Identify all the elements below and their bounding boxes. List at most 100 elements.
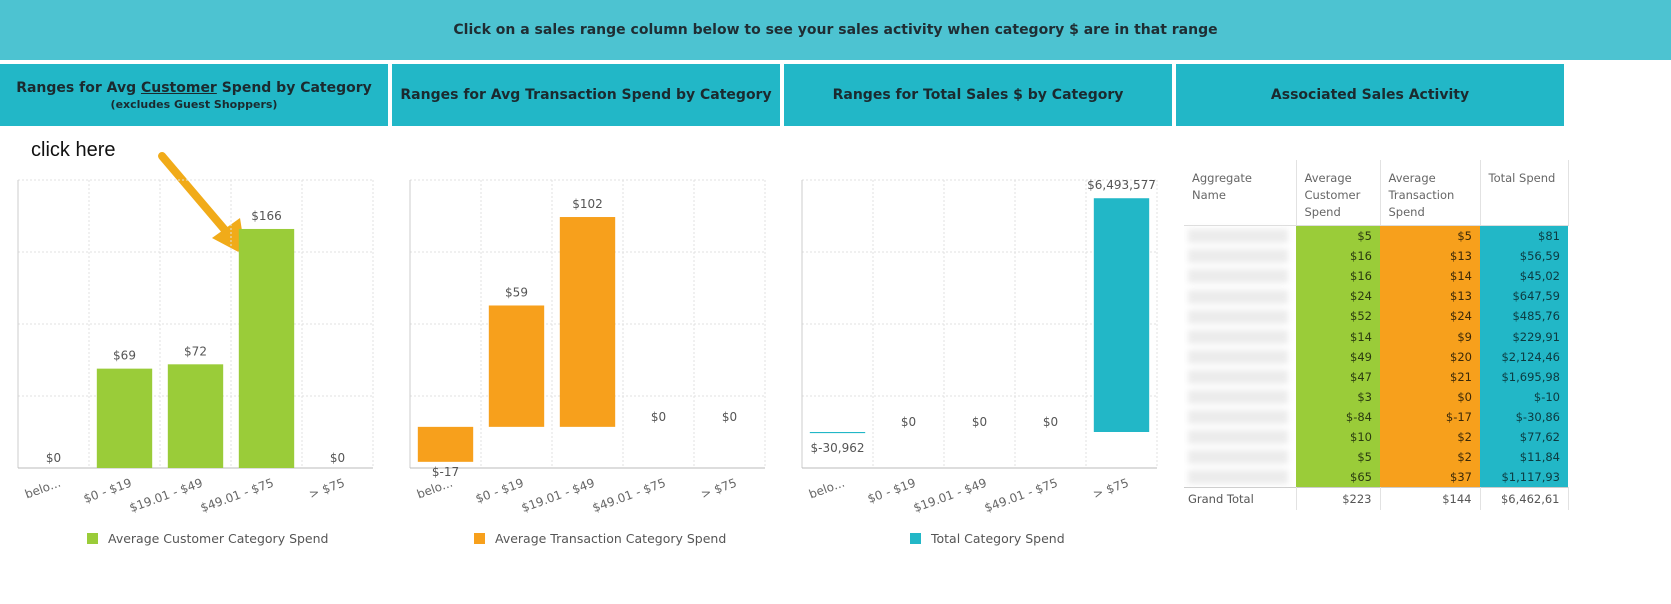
blurred-aggregate-name: [1184, 286, 1296, 306]
bar-data-label: $72: [184, 344, 207, 358]
bar-data-label: $0: [722, 410, 737, 424]
table-cell: $56,59: [1480, 246, 1568, 267]
table-cell: $21: [1380, 366, 1480, 387]
table-cell: $47: [1296, 366, 1380, 387]
table-cell: $5: [1380, 225, 1480, 247]
avg-customer-spend-chart[interactable]: $0 belo... $69 $0 - $19 $72 $19.01 - $49 $166 $…: [0, 165, 390, 530]
legend-transaction: Average Transaction Category Spend: [474, 531, 726, 546]
table-cell: $647,59: [1480, 286, 1568, 307]
bar-data-label: $166: [251, 209, 282, 223]
legend-label: Average Transaction Category Spend: [495, 531, 727, 546]
table-cell: $229,91: [1480, 326, 1568, 347]
table-row[interactable]: $16 $13 $56,59: [1184, 246, 1568, 267]
sales-table: Aggregate Name Average Customer Spend Av…: [1184, 160, 1569, 511]
x-tick-label: $49.01 - $75: [983, 476, 1060, 515]
bar[interactable]: [417, 426, 474, 462]
bar-data-label: $0: [651, 410, 666, 424]
table-cell: $14: [1380, 266, 1480, 287]
x-tick-label: $19.01 - $49: [912, 476, 989, 515]
bar[interactable]: [96, 368, 153, 468]
table-cell: $14: [1296, 326, 1380, 347]
bar[interactable]: [238, 228, 295, 468]
grand-total-cell: $223: [1296, 487, 1381, 511]
blurred-aggregate-name: [1184, 246, 1296, 266]
table-cell: $-30,86: [1480, 406, 1568, 427]
blurred-aggregate-name: [1184, 306, 1296, 326]
bar[interactable]: [559, 217, 616, 427]
table-cell: $-17: [1380, 406, 1480, 427]
legend-swatch-icon: [910, 533, 921, 544]
table-cell: $45,02: [1480, 266, 1568, 287]
instruction-banner: Click on a sales range column below to s…: [0, 0, 1671, 60]
column-header-avg-transaction-spend[interactable]: Average Transaction Spend: [1380, 160, 1481, 226]
table-cell: $2: [1380, 426, 1480, 448]
x-tick-label: > $75: [699, 476, 738, 502]
x-tick-label: $0 - $19: [82, 476, 134, 506]
column-header-avg-customer-spend[interactable]: Average Customer Spend: [1296, 160, 1381, 226]
header-total-sales: Ranges for Total Sales $ by Category: [784, 64, 1172, 126]
header-customer-spend: Ranges for Avg Customer Spend by Categor…: [0, 64, 388, 126]
table-cell: $485,76: [1480, 306, 1568, 327]
header-total-title: Ranges for Total Sales $ by Category: [832, 87, 1124, 103]
table-cell: $10: [1296, 426, 1380, 448]
table-cell: $2: [1380, 447, 1480, 468]
table-cell: $77,62: [1480, 426, 1568, 448]
grand-total-cell: $144: [1380, 487, 1481, 511]
table-row[interactable]: $5 $5 $81: [1184, 225, 1568, 247]
table-cell: $3: [1296, 386, 1380, 407]
table-cell: $13: [1380, 246, 1480, 267]
instruction-text: Click on a sales range column below to s…: [453, 22, 1218, 38]
grand-total-row: Grand Total $223 $144 $6,462,61: [1184, 487, 1569, 511]
blurred-aggregate-name: [1184, 266, 1296, 286]
x-tick-label: belo...: [23, 476, 62, 502]
table-row[interactable]: $65 $37 $1,117,93: [1184, 467, 1568, 488]
bar[interactable]: [167, 364, 224, 468]
blurred-aggregate-name: [1184, 226, 1296, 247]
table-cell: $65: [1296, 467, 1380, 488]
table-cell: $5: [1296, 447, 1380, 468]
table-row[interactable]: $47 $21 $1,695,98: [1184, 366, 1568, 387]
table-row[interactable]: $3 $0 $-10: [1184, 386, 1568, 407]
table-cell: $2,124,46: [1480, 346, 1568, 367]
table-row[interactable]: $24 $13 $647,59: [1184, 286, 1568, 307]
table-row[interactable]: $14 $9 $229,91: [1184, 326, 1568, 347]
table-row[interactable]: $16 $14 $45,02: [1184, 266, 1568, 287]
header-activity-title: Associated Sales Activity: [1270, 87, 1470, 103]
blurred-aggregate-name: [1184, 347, 1296, 367]
blurred-aggregate-name: [1184, 407, 1296, 427]
blurred-aggregate-name: [1184, 447, 1296, 467]
header-customer-title: Ranges for Avg Customer Spend by Categor…: [16, 79, 372, 96]
bar-data-label: $-30,962: [811, 441, 865, 455]
table-cell: $81: [1480, 225, 1568, 247]
table-row[interactable]: $10 $2 $77,62: [1184, 426, 1568, 448]
column-header-aggregate-name[interactable]: Aggregate Name: [1184, 160, 1297, 226]
bar-data-label: $69: [113, 349, 136, 363]
table-cell: $5: [1296, 225, 1380, 247]
table-cell: $1,695,98: [1480, 366, 1568, 387]
table-cell: $0: [1380, 386, 1480, 407]
x-tick-label: > $75: [1091, 476, 1130, 502]
table-cell: $37: [1380, 467, 1480, 488]
table-cell: $52: [1296, 306, 1380, 327]
bar-data-label: $6,493,577: [1087, 178, 1156, 192]
table-cell: $16: [1296, 246, 1380, 267]
table-row[interactable]: $52 $24 $485,76: [1184, 306, 1568, 327]
table-row[interactable]: $49 $20 $2,124,46: [1184, 346, 1568, 367]
x-tick-label: belo...: [807, 476, 846, 502]
bar[interactable]: [809, 432, 866, 434]
table-cell: $20: [1380, 346, 1480, 367]
x-tick-label: $0 - $19: [474, 476, 526, 506]
bar[interactable]: [1093, 198, 1150, 432]
header-transaction-title: Ranges for Avg Transaction Spend by Cate…: [400, 87, 772, 103]
blurred-aggregate-name: [1184, 467, 1296, 488]
legend-customer: Average Customer Category Spend: [87, 531, 328, 546]
column-header-total-spend[interactable]: Total Spend: [1480, 160, 1569, 226]
table-row[interactable]: $-84 $-17 $-30,86: [1184, 406, 1568, 427]
bar[interactable]: [488, 305, 545, 427]
table-row[interactable]: $5 $2 $11,84: [1184, 447, 1568, 468]
header-customer-subtitle: (excludes Guest Shoppers): [110, 97, 278, 111]
blurred-aggregate-name: [1184, 367, 1296, 387]
bar-data-label: $0: [901, 415, 916, 429]
